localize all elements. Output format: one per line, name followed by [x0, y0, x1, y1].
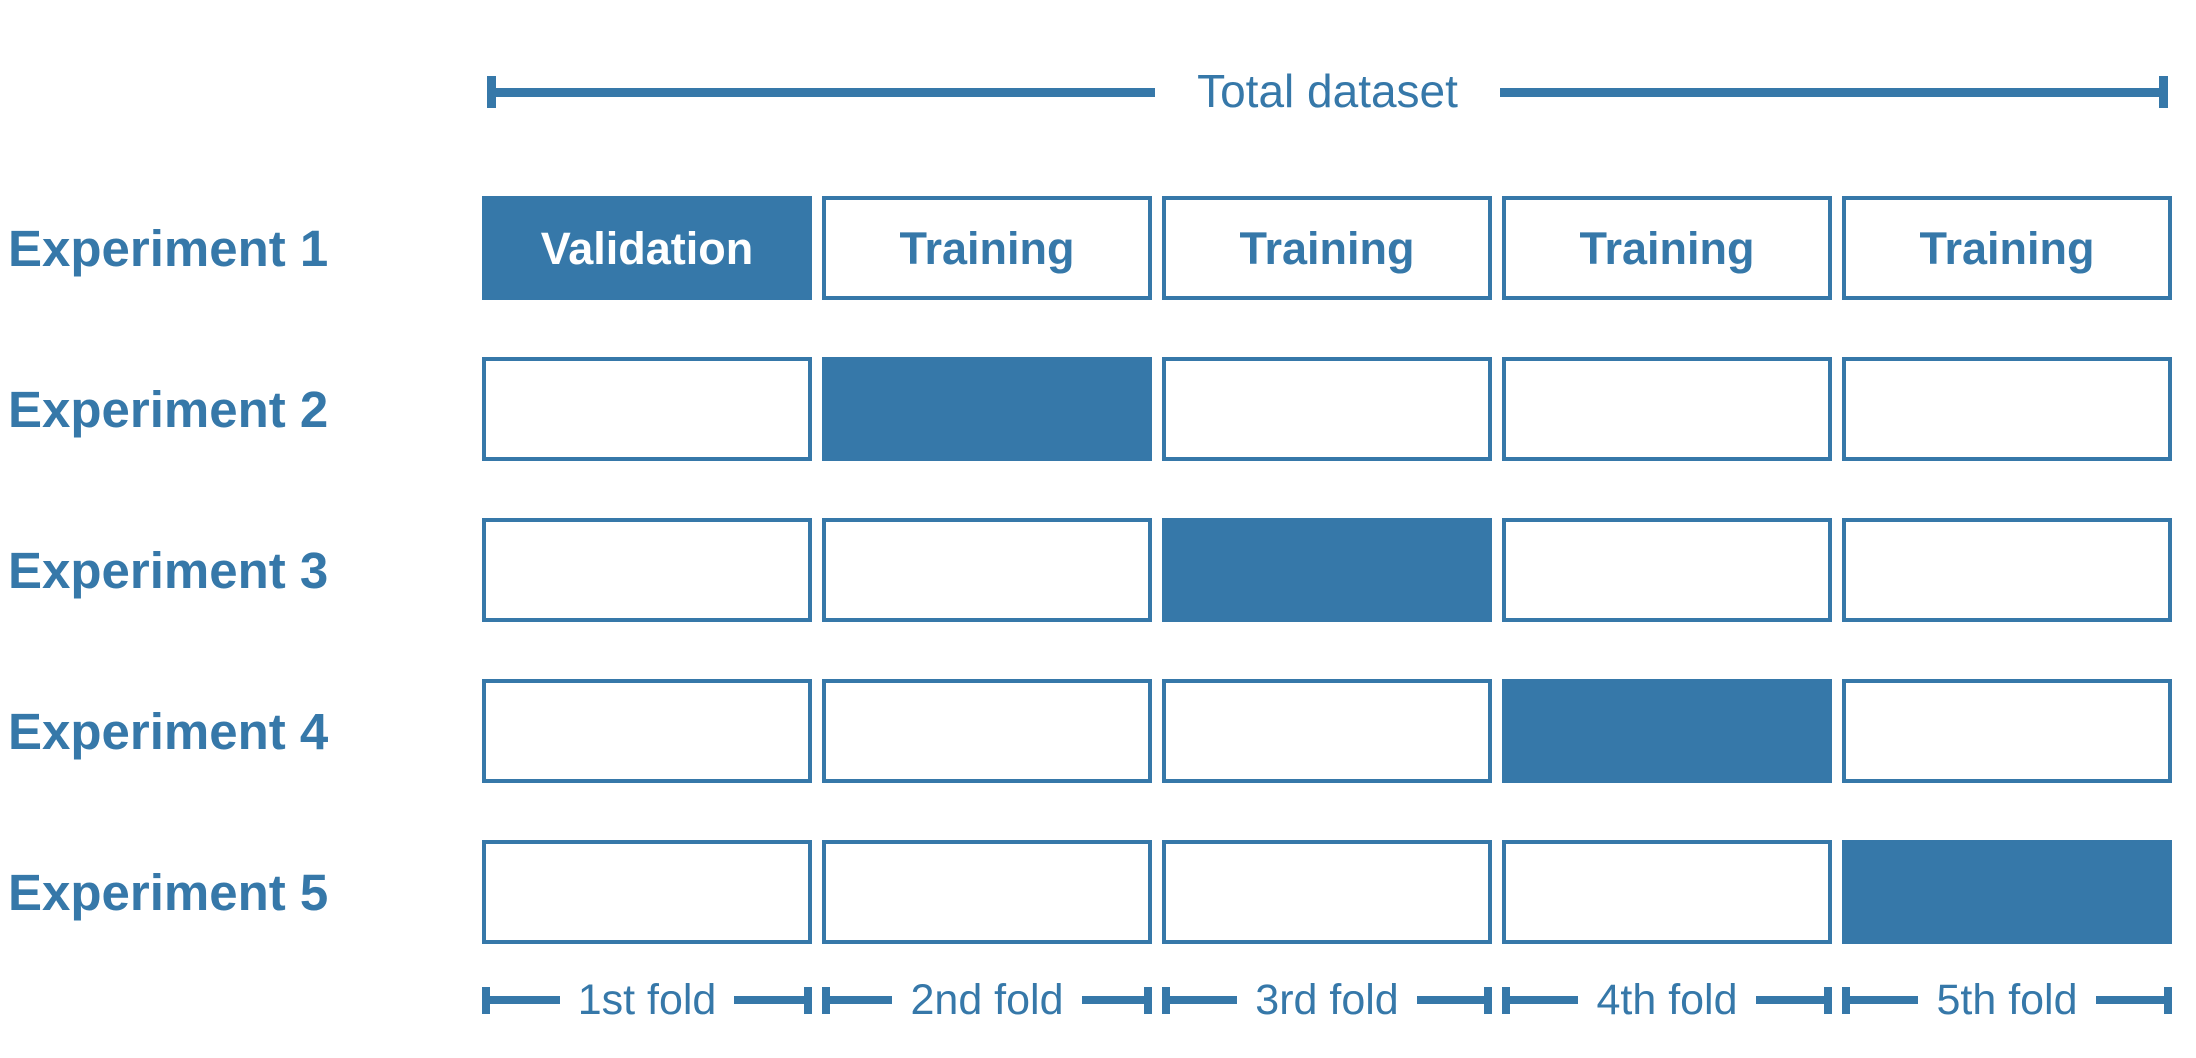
experiment-2-fold-3-cell: [1162, 357, 1492, 461]
total-dataset-label: Total dataset: [1197, 65, 1458, 117]
experiments-grid: Experiment 1 Validation Training Training Tr…: [8, 196, 2172, 944]
fold-5-extent: 5th fold: [1842, 972, 2172, 1028]
fold-1-left-tick-icon: [482, 986, 490, 1014]
bracket-left-line: [496, 87, 1156, 97]
cell-label: Training: [899, 222, 1075, 274]
bracket-right-line: [1499, 87, 2159, 97]
experiment-5-fold-1-cell: [482, 840, 812, 944]
fold-2-right-line: [1081, 996, 1144, 1004]
fold-ruler: 1st fold 2nd fold 3rd fold 4th fold 5th fold: [482, 972, 2172, 1028]
experiment-5-label: Experiment 5: [8, 863, 329, 921]
fold-5-label: 5th fold: [1936, 975, 2078, 1024]
experiment-4-fold-2-cell: [822, 679, 1152, 783]
experiment-1-fold-2-cell: Training: [822, 196, 1152, 300]
experiment-4-label: Experiment 4: [8, 702, 329, 760]
experiment-2-fold-5-cell: [1842, 357, 2172, 461]
fold-3-right-tick-icon: [1484, 986, 1492, 1014]
experiment-3-fold-3-cell: [1162, 518, 1492, 622]
fold-1-label: 1st fold: [577, 975, 717, 1024]
fold-4-right-line: [1755, 996, 1824, 1004]
fold-4-left-tick-icon: [1502, 986, 1510, 1014]
fold-3-left-line: [1170, 996, 1238, 1004]
experiment-1-fold-5-cell: Training: [1842, 196, 2172, 300]
experiment-2-fold-1-cell: [482, 357, 812, 461]
fold-4-left-line: [1510, 996, 1579, 1004]
fold-3-label: 3rd fold: [1255, 975, 1399, 1024]
bracket-left-tick-icon: [487, 76, 496, 108]
fold-3-extent: 3rd fold: [1162, 972, 1492, 1028]
experiment-4-fold-4-cell: [1502, 679, 1832, 783]
experiment-3-fold-1-cell: [482, 518, 812, 622]
experiment-5-fold-2-cell: [822, 840, 1152, 944]
experiment-1-fold-3-cell: Training: [1162, 196, 1492, 300]
fold-5-left-line: [1850, 996, 1919, 1004]
cell-label: Training: [1579, 222, 1755, 274]
experiment-3-fold-2-cell: [822, 518, 1152, 622]
experiment-3-fold-5-cell: [1842, 518, 2172, 622]
fold-2-left-tick-icon: [822, 986, 830, 1014]
fold-5-left-tick-icon: [1842, 986, 1850, 1014]
experiment-2-fold-2-cell: [822, 357, 1152, 461]
fold-2-extent: 2nd fold: [822, 972, 1152, 1028]
experiment-2-fold-4-cell: [1502, 357, 1832, 461]
experiment-3-fold-4-cell: [1502, 518, 1832, 622]
fold-4-right-tick-icon: [1824, 986, 1832, 1014]
fold-5-right-line: [2095, 996, 2164, 1004]
fold-4-label: 4th fold: [1596, 975, 1738, 1024]
experiment-1-fold-1-cell: Validation: [482, 196, 812, 300]
fold-2-label: 2nd fold: [910, 975, 1064, 1024]
fold-4-extent: 4th fold: [1502, 972, 1832, 1028]
fold-3-right-line: [1416, 996, 1484, 1004]
fold-2-left-line: [830, 996, 893, 1004]
experiment-5-fold-3-cell: [1162, 840, 1492, 944]
cell-label: Training: [1919, 222, 2095, 274]
bracket-right-tick-icon: [2159, 76, 2168, 108]
fold-1-extent: 1st fold: [482, 972, 813, 1028]
experiment-4-fold-5-cell: [1842, 679, 2172, 783]
experiment-4-fold-3-cell: [1162, 679, 1492, 783]
cell-label: Validation: [540, 222, 754, 274]
fold-5-right-tick-icon: [2164, 986, 2172, 1014]
experiment-1-fold-4-cell: Training: [1502, 196, 1832, 300]
experiment-1-label: Experiment 1: [8, 219, 329, 277]
fold-1-right-line: [734, 996, 805, 1004]
experiment-5-fold-4-cell: [1502, 840, 1832, 944]
experiment-4-fold-1-cell: [482, 679, 812, 783]
total-dataset-bracket: Total dataset: [487, 68, 2168, 114]
cell-label: Training: [1239, 222, 1415, 274]
fold-2-right-tick-icon: [1144, 986, 1152, 1014]
experiment-3-label: Experiment 3: [8, 541, 329, 599]
fold-1-left-line: [490, 996, 560, 1004]
fold-1-right-tick-icon: [804, 986, 813, 1014]
fold-3-left-tick-icon: [1162, 986, 1170, 1014]
experiment-2-label: Experiment 2: [8, 380, 329, 438]
experiment-5-fold-5-cell: [1842, 840, 2172, 944]
